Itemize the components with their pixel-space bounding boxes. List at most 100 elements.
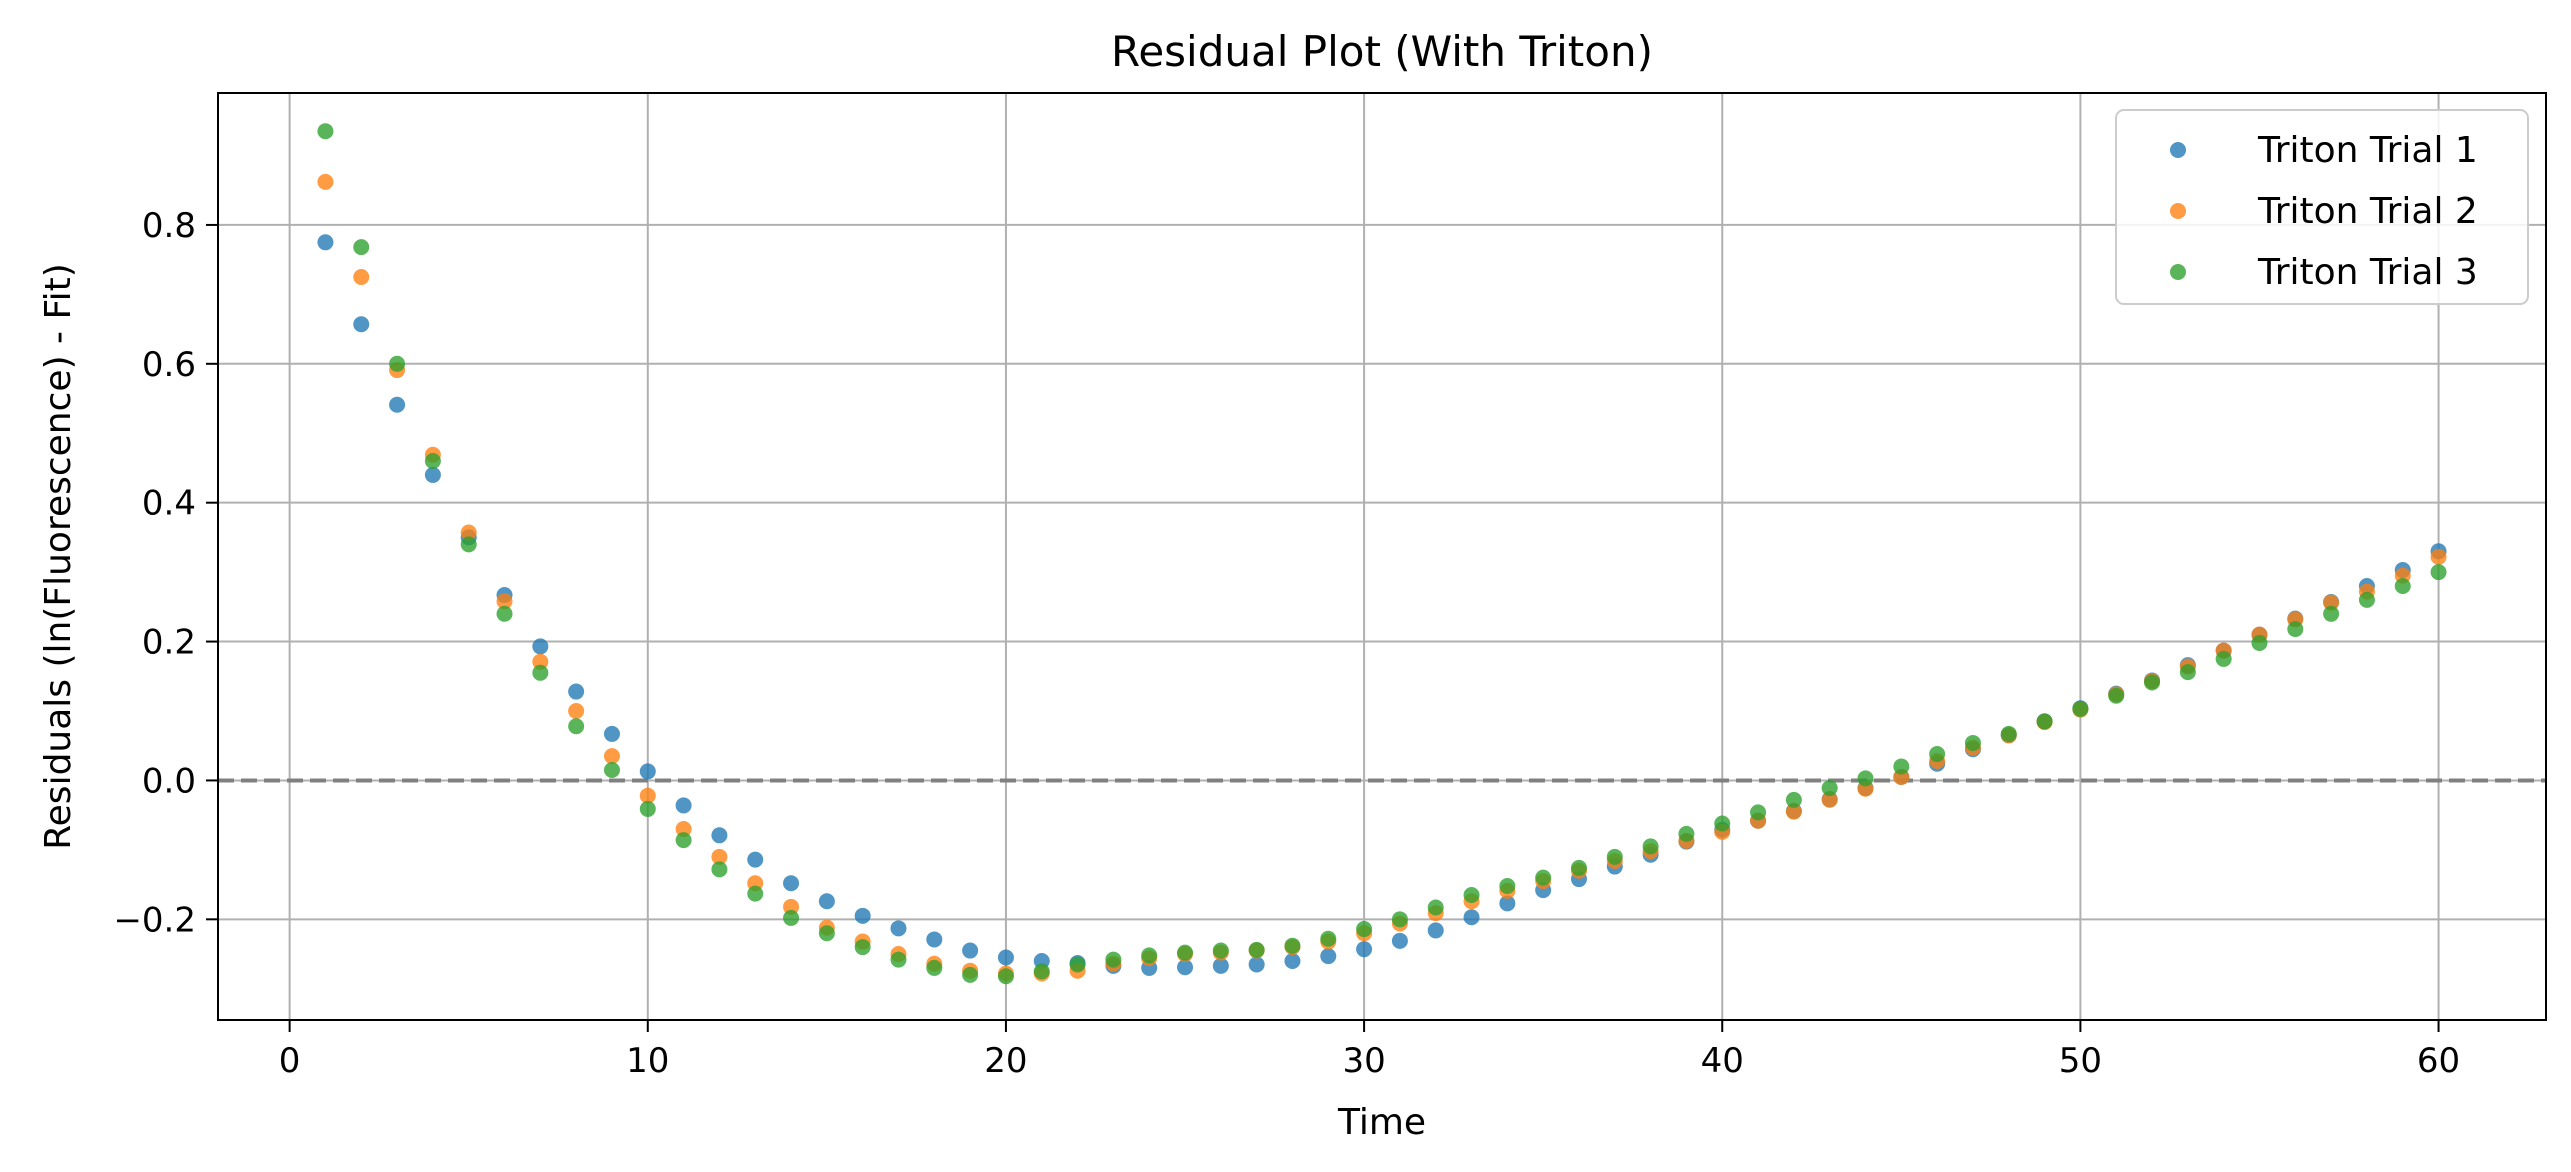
data-point-trial-2 bbox=[353, 269, 370, 286]
data-point-trial-1 bbox=[568, 683, 585, 700]
data-point-trial-1 bbox=[783, 875, 800, 892]
data-point-trial-1 bbox=[997, 949, 1014, 966]
data-point-trial-3 bbox=[1284, 937, 1301, 954]
data-point-trial-3 bbox=[2215, 650, 2232, 667]
legend-marker bbox=[2170, 142, 2186, 158]
y-tick-label: 0.8 bbox=[142, 206, 196, 246]
data-point-trial-2 bbox=[639, 787, 656, 804]
data-point-trial-3 bbox=[1069, 956, 1086, 973]
data-point-trial-1 bbox=[1212, 957, 1229, 974]
data-point-trial-3 bbox=[1248, 941, 1265, 958]
data-point-trial-3 bbox=[1929, 746, 1946, 763]
data-point-trial-1 bbox=[926, 931, 943, 948]
legend-marker bbox=[2170, 264, 2186, 280]
data-point-trial-3 bbox=[2394, 578, 2411, 595]
data-point-trial-3 bbox=[460, 536, 477, 553]
plot-frame bbox=[217, 92, 2547, 1021]
x-axis-label: Time bbox=[1337, 1102, 1426, 1143]
data-point-trial-1 bbox=[1284, 952, 1301, 969]
data-point-trial-1 bbox=[890, 920, 907, 937]
data-point-trial-3 bbox=[926, 959, 943, 976]
data-point-trial-2 bbox=[783, 898, 800, 915]
data-point-trial-1 bbox=[424, 466, 441, 483]
data-point-trial-3 bbox=[962, 966, 979, 983]
x-tick-label: 40 bbox=[1701, 1041, 1744, 1081]
data-point-trial-3 bbox=[1105, 951, 1122, 968]
data-point-trial-2 bbox=[2323, 594, 2340, 611]
data-point-trial-3 bbox=[1391, 911, 1408, 928]
y-tick-label: 0.0 bbox=[142, 761, 196, 801]
data-point-trial-1 bbox=[603, 725, 620, 742]
data-point-trial-3 bbox=[1320, 930, 1337, 947]
data-point-trial-1 bbox=[1320, 948, 1337, 965]
data-point-trial-3 bbox=[1535, 869, 1552, 886]
x-tick-label: 60 bbox=[2417, 1041, 2460, 1081]
data-point-trial-2 bbox=[532, 653, 549, 670]
data-point-trial-2 bbox=[711, 848, 728, 865]
data-point-trial-1 bbox=[1427, 922, 1444, 939]
chart-title: Residual Plot (With Triton) bbox=[1111, 27, 1653, 76]
data-point-trial-1 bbox=[1499, 895, 1516, 912]
data-point-trial-2 bbox=[460, 524, 477, 541]
data-point-trial-3 bbox=[317, 123, 334, 140]
x-tick-label: 30 bbox=[1342, 1041, 1385, 1081]
data-point-trial-3 bbox=[1212, 942, 1229, 959]
data-point-trial-3 bbox=[2179, 664, 2196, 681]
data-point-trial-3 bbox=[2108, 687, 2125, 704]
data-point-trial-3 bbox=[818, 925, 835, 942]
y-tick-label: 0.6 bbox=[142, 345, 196, 385]
y-axis-ticks: −0.2 0.0 0.2 0.4 0.6 0.8 bbox=[113, 206, 218, 940]
data-point-trial-3 bbox=[424, 453, 441, 470]
data-point-trial-3 bbox=[2287, 621, 2304, 638]
data-point-trial-3 bbox=[997, 968, 1014, 985]
y-axis-label: Residuals (ln(Fluorescence) - Fit) bbox=[38, 263, 79, 849]
data-point-trial-3 bbox=[353, 239, 370, 256]
data-point-trial-3 bbox=[2144, 674, 2161, 691]
data-point-trial-3 bbox=[389, 355, 406, 372]
data-point-trial-3 bbox=[1033, 963, 1050, 980]
data-point-trial-3 bbox=[1499, 877, 1516, 894]
data-point-trial-3 bbox=[1893, 758, 1910, 775]
data-points bbox=[317, 123, 2447, 985]
legend-marker bbox=[2170, 203, 2186, 219]
data-point-trial-3 bbox=[890, 951, 907, 968]
data-point-trial-2 bbox=[603, 748, 620, 765]
data-point-trial-1 bbox=[532, 638, 549, 655]
data-point-trial-3 bbox=[1714, 815, 1731, 832]
data-point-trial-2 bbox=[2430, 548, 2447, 565]
x-tick-label: 0 bbox=[279, 1041, 301, 1081]
legend: Triton Trial 1 Triton Trial 2 Triton Trial… bbox=[2115, 109, 2529, 305]
data-point-trial-1 bbox=[962, 942, 979, 959]
data-point-trial-3 bbox=[2000, 725, 2017, 742]
data-point-trial-3 bbox=[1964, 734, 1981, 751]
data-point-trial-2 bbox=[1785, 803, 1802, 820]
data-point-trial-1 bbox=[1463, 909, 1480, 926]
data-point-trial-3 bbox=[747, 885, 764, 902]
data-point-trial-3 bbox=[2323, 605, 2340, 622]
data-point-trial-3 bbox=[2358, 591, 2375, 608]
data-point-trial-3 bbox=[2072, 700, 2089, 717]
data-point-trial-3 bbox=[496, 605, 513, 622]
data-point-trial-3 bbox=[854, 939, 871, 956]
x-tick-label: 10 bbox=[626, 1041, 669, 1081]
data-point-trial-3 bbox=[1356, 921, 1373, 938]
data-point-trial-1 bbox=[1391, 932, 1408, 949]
data-point-trial-3 bbox=[1857, 770, 1874, 787]
data-point-trial-3 bbox=[2430, 564, 2447, 581]
data-point-trial-3 bbox=[2036, 713, 2053, 730]
data-point-trial-3 bbox=[1606, 848, 1623, 865]
data-point-trial-1 bbox=[1177, 959, 1194, 976]
data-point-trial-3 bbox=[675, 832, 692, 849]
data-point-trial-3 bbox=[1177, 944, 1194, 961]
data-point-trial-1 bbox=[818, 893, 835, 910]
legend-label: Triton Trial 2 bbox=[2257, 191, 2478, 232]
data-point-trial-3 bbox=[1821, 780, 1838, 797]
data-point-trial-2 bbox=[1821, 791, 1838, 808]
legend-label: Triton Trial 1 bbox=[2257, 130, 2478, 171]
x-tick-label: 20 bbox=[984, 1041, 1027, 1081]
data-point-trial-2 bbox=[317, 173, 334, 190]
data-point-trial-3 bbox=[603, 762, 620, 779]
data-point-trial-1 bbox=[1356, 941, 1373, 958]
data-point-trial-1 bbox=[317, 234, 334, 251]
data-point-trial-1 bbox=[711, 827, 728, 844]
